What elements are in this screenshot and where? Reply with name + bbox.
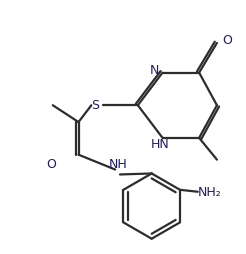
Text: N: N [150, 64, 159, 77]
Text: S: S [91, 99, 99, 112]
Text: HN: HN [151, 138, 170, 151]
Text: NH₂: NH₂ [198, 186, 221, 199]
Text: O: O [222, 35, 232, 47]
Text: O: O [46, 158, 56, 171]
Text: NH: NH [109, 158, 127, 171]
